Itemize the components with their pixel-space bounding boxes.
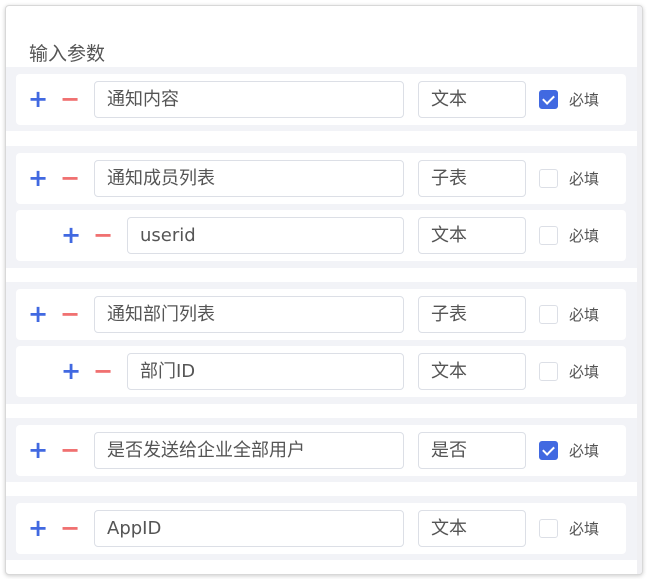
add-row-button[interactable]: + <box>28 300 49 328</box>
panel-title: 输入参数 <box>29 43 106 65</box>
param-group: + − AppID 文本 必填 <box>6 496 638 560</box>
remove-row-button[interactable]: − <box>93 221 114 249</box>
remove-row-button[interactable]: − <box>60 85 81 113</box>
required-checkbox[interactable] <box>539 226 558 245</box>
required-label: 必填 <box>569 442 600 460</box>
param-row: + − AppID 文本 必填 <box>16 503 626 554</box>
param-name-input[interactable]: 通知成员列表 <box>94 160 404 197</box>
required-label: 必填 <box>569 520 600 538</box>
add-row-button[interactable]: + <box>28 85 49 113</box>
required-label: 必填 <box>569 363 600 381</box>
param-name-input[interactable]: 通知部门列表 <box>94 296 404 333</box>
param-type-select[interactable]: 子表 <box>418 296 526 333</box>
input-params-panel: 输入参数 + − 通知内容 文本 必填 + − 通知成员列表 子表 必填 + −… <box>5 5 643 575</box>
add-row-button[interactable]: + <box>61 221 82 249</box>
required-label: 必填 <box>569 170 600 188</box>
param-type-select[interactable]: 文本 <box>418 510 526 547</box>
required-checkbox[interactable] <box>539 169 558 188</box>
param-row: + − 通知成员列表 子表 必填 <box>16 153 626 204</box>
param-name-input[interactable]: 部门ID <box>127 353 404 390</box>
param-row: + − 通知内容 文本 必填 <box>16 74 626 125</box>
required-checkbox[interactable] <box>539 305 558 324</box>
required-label: 必填 <box>569 91 600 109</box>
param-group: + − 通知内容 文本 必填 <box>6 67 638 131</box>
scrollbar[interactable] <box>637 6 642 574</box>
remove-row-button[interactable]: − <box>60 164 81 192</box>
param-row: + − 是否发送给企业全部用户 是否 必填 <box>16 425 626 476</box>
param-row: + − 通知部门列表 子表 必填 <box>16 289 626 340</box>
param-row: + − userid 文本 必填 <box>16 210 626 261</box>
required-checkbox[interactable] <box>539 90 558 109</box>
param-row: + − 部门ID 文本 必填 <box>16 346 626 397</box>
add-row-button[interactable]: + <box>61 357 82 385</box>
remove-row-button[interactable]: − <box>60 436 81 464</box>
required-checkbox[interactable] <box>539 519 558 538</box>
param-type-select[interactable]: 文本 <box>418 217 526 254</box>
param-type-select[interactable]: 是否 <box>418 432 526 469</box>
required-label: 必填 <box>569 306 600 324</box>
param-name-input[interactable]: 通知内容 <box>94 81 404 118</box>
required-checkbox[interactable] <box>539 441 558 460</box>
param-type-select[interactable]: 子表 <box>418 160 526 197</box>
param-group: + − 通知部门列表 子表 必填 + − 部门ID 文本 必填 <box>6 282 638 404</box>
param-group: + − 通知成员列表 子表 必填 + − userid 文本 必填 <box>6 146 638 268</box>
remove-row-button[interactable]: − <box>60 300 81 328</box>
param-name-input[interactable]: 是否发送给企业全部用户 <box>94 432 404 469</box>
remove-row-button[interactable]: − <box>60 514 81 542</box>
param-type-select[interactable]: 文本 <box>418 81 526 118</box>
required-label: 必填 <box>569 227 600 245</box>
add-row-button[interactable]: + <box>28 514 49 542</box>
param-name-input[interactable]: AppID <box>94 510 404 547</box>
add-row-button[interactable]: + <box>28 164 49 192</box>
param-group: + − 是否发送给企业全部用户 是否 必填 <box>6 418 638 482</box>
required-checkbox[interactable] <box>539 362 558 381</box>
param-name-input[interactable]: userid <box>127 217 404 254</box>
remove-row-button[interactable]: − <box>93 357 114 385</box>
add-row-button[interactable]: + <box>28 436 49 464</box>
param-type-select[interactable]: 文本 <box>418 353 526 390</box>
